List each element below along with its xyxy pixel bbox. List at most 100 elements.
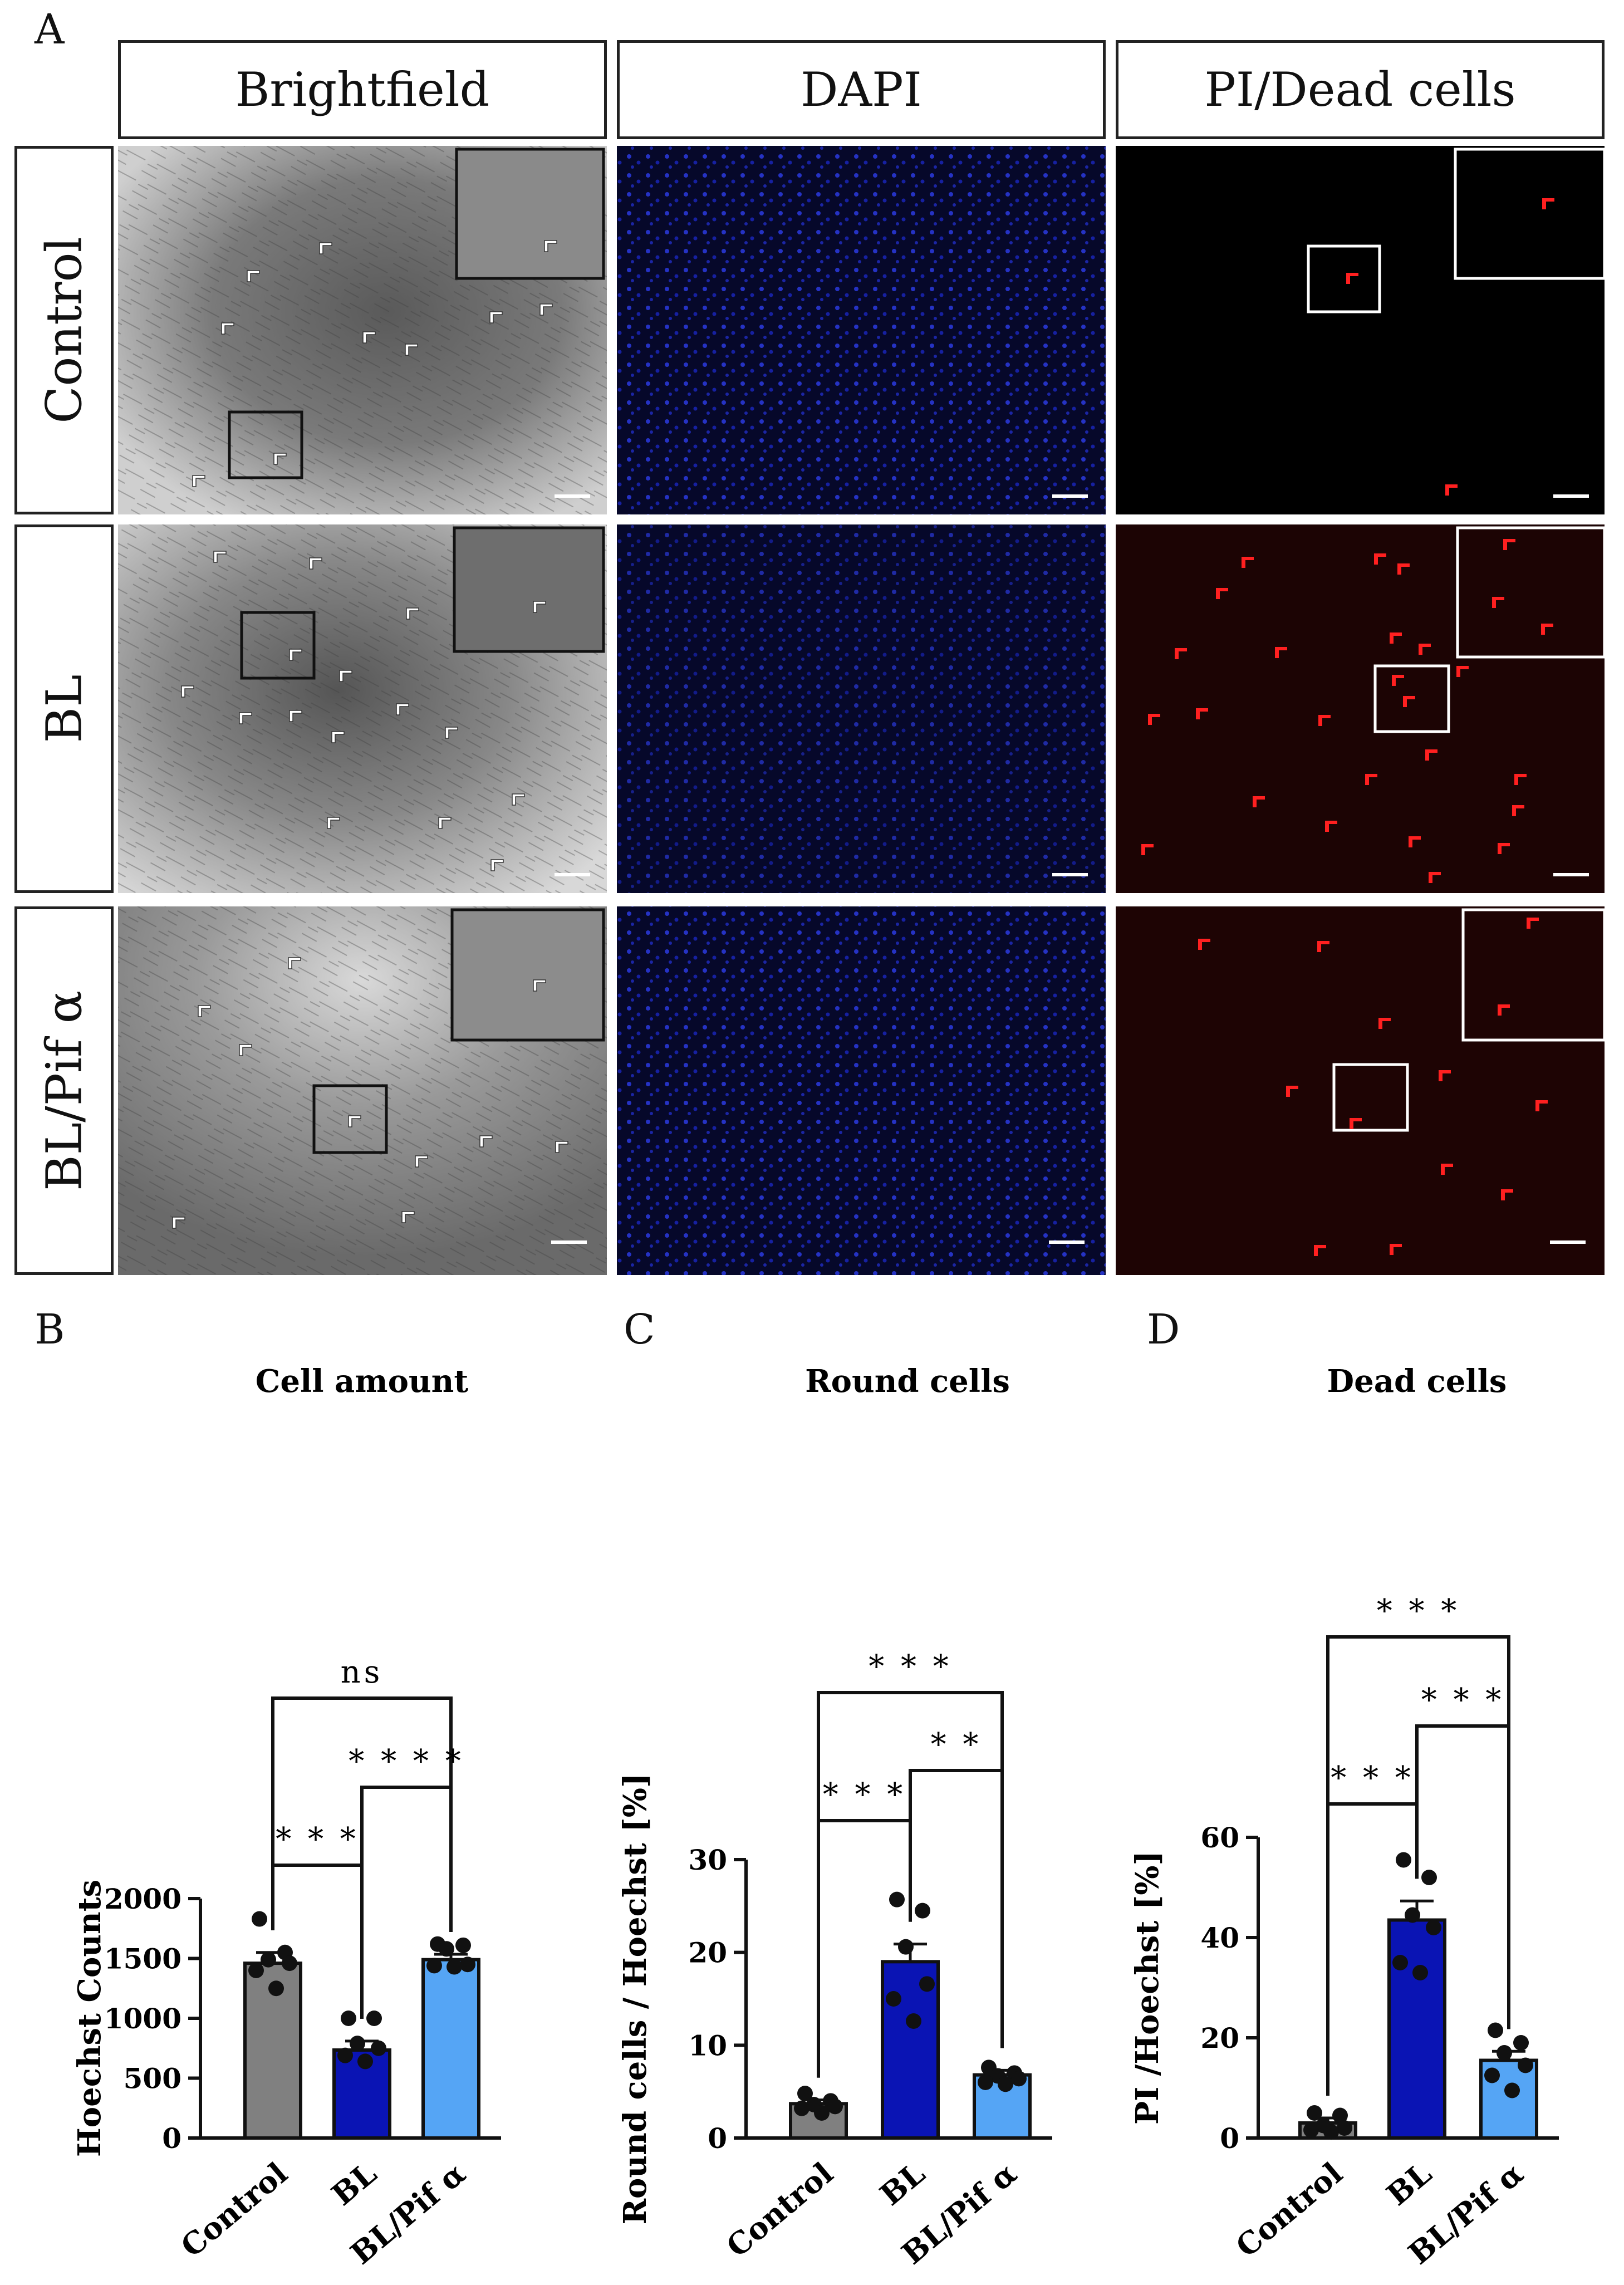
data-point — [1392, 1955, 1408, 1970]
significance-label: ns — [341, 1654, 384, 1690]
significance-label: * * * * — [349, 1743, 464, 1779]
panel-letter-b: B — [35, 1306, 65, 1354]
y-tick-label: 30 — [688, 1843, 727, 1876]
data-point — [350, 2036, 365, 2052]
significance-label: * * * — [1377, 1593, 1460, 1629]
y-tick-label: 0 — [1220, 2122, 1239, 2155]
data-point — [447, 1959, 462, 1975]
data-point — [889, 1891, 905, 1908]
data-point — [1323, 2124, 1339, 2140]
significance-label: * * * — [869, 1649, 952, 1685]
data-point — [1307, 2105, 1322, 2121]
bar — [1387, 1918, 1446, 2140]
data-point — [366, 2011, 382, 2026]
y-tick-label: 2000 — [104, 1882, 181, 1915]
data-point — [341, 2011, 356, 2026]
y-tick-label: 1000 — [104, 2002, 181, 2035]
data-point — [282, 1955, 297, 1972]
row-header-bl: BL — [14, 524, 114, 893]
category-label: BL — [325, 2155, 383, 2213]
column-header-pi: PI/Dead cells — [1116, 40, 1605, 139]
y-tick-label: 0 — [708, 2122, 727, 2155]
y-tick-label: 20 — [1200, 2022, 1239, 2054]
data-point — [268, 1980, 284, 1997]
y-tick-label: 1500 — [104, 1943, 181, 1975]
data-point — [978, 2075, 993, 2090]
category-label: Control — [1229, 2155, 1349, 2264]
data-point — [460, 1957, 475, 1973]
data-point — [998, 2076, 1013, 2092]
category-label: BL — [873, 2155, 931, 2213]
data-point — [1337, 2120, 1352, 2136]
y-tick-label: 0 — [162, 2122, 181, 2155]
data-point — [337, 2047, 353, 2063]
y-tick-label: 500 — [124, 2062, 181, 2095]
data-point — [906, 2013, 921, 2029]
panel-letter-d: D — [1147, 1306, 1180, 1354]
y-tick-label: 60 — [1200, 1821, 1239, 1854]
data-point — [814, 2105, 830, 2121]
column-header-dapi: DAPI — [617, 40, 1106, 139]
data-point — [1504, 2082, 1520, 2098]
y-axis-label: Round cells / Hoechst [%] — [617, 1773, 654, 2224]
y-axis-label: PI /Hoechst [%] — [1129, 1851, 1166, 2125]
chart-title: Round cells — [805, 1363, 1010, 1400]
significance-bracket — [817, 1819, 912, 2078]
data-point — [1303, 2122, 1319, 2138]
data-point — [1518, 2057, 1533, 2073]
row-header-control: Control — [14, 146, 114, 514]
significance-label: * * * — [823, 1777, 906, 1813]
data-point — [1497, 2045, 1512, 2061]
column-header-brightfield: Brightfield — [118, 40, 607, 139]
significance-label: * * * — [1421, 1682, 1505, 1718]
data-point — [252, 1911, 267, 1927]
data-point — [439, 1941, 454, 1957]
data-point — [455, 1937, 471, 1953]
data-point — [1405, 1907, 1420, 1923]
data-point — [827, 2098, 843, 2115]
significance-bracket — [1326, 1802, 1419, 2096]
bar — [421, 1958, 480, 2140]
data-point — [794, 2100, 809, 2116]
data-point — [371, 2040, 386, 2056]
data-point — [898, 1939, 914, 1955]
data-point — [357, 2053, 373, 2070]
y-tick-label: 20 — [688, 1936, 727, 1969]
data-point — [915, 1902, 930, 1919]
data-point — [426, 1958, 442, 1974]
data-point — [1484, 2067, 1500, 2083]
panel-letter-c: C — [624, 1306, 655, 1354]
data-point — [919, 1976, 935, 1992]
chart-title: Dead cells — [1327, 1363, 1507, 1400]
y-axis-label: Hoechst Counts — [71, 1880, 108, 2157]
panel-letter-a: A — [35, 6, 65, 53]
y-tick-label: 10 — [688, 2029, 727, 2062]
data-point — [886, 1991, 901, 2007]
significance-label: * * * — [276, 1821, 359, 1857]
y-tick-label: 40 — [1200, 1921, 1239, 1954]
category-label: Control — [719, 2155, 840, 2264]
data-point — [248, 1963, 264, 1978]
category-label: Control — [174, 2155, 294, 2264]
data-point — [1332, 2107, 1348, 2124]
bar — [881, 1960, 940, 2140]
data-point — [1513, 2035, 1529, 2051]
micrograph-grid — [118, 146, 1605, 1275]
chart-title: Cell amount — [256, 1363, 469, 1400]
significance-bracket — [271, 1864, 364, 2019]
data-point — [1488, 2022, 1503, 2038]
chart-dead-cells: Dead cells 0 20 40 60 PI /Hoechst [%] Control B… — [1129, 1363, 1559, 2271]
data-point — [797, 2086, 813, 2101]
data-point — [1412, 1965, 1428, 1980]
data-point — [1426, 1920, 1441, 1935]
data-point — [1011, 2071, 1027, 2087]
data-point — [1421, 1870, 1437, 1885]
row-header-blpif: BL/Pif α — [14, 906, 114, 1275]
chart-round-cells: Round cells 0 10 20 30 Round cells / Hoechst … — [617, 1363, 1052, 2271]
significance-label: * * — [931, 1727, 982, 1763]
significance-label: * * * — [1331, 1760, 1414, 1796]
category-label: BL — [1380, 2155, 1438, 2213]
data-point — [1396, 1852, 1411, 1868]
data-point — [261, 1951, 276, 1968]
